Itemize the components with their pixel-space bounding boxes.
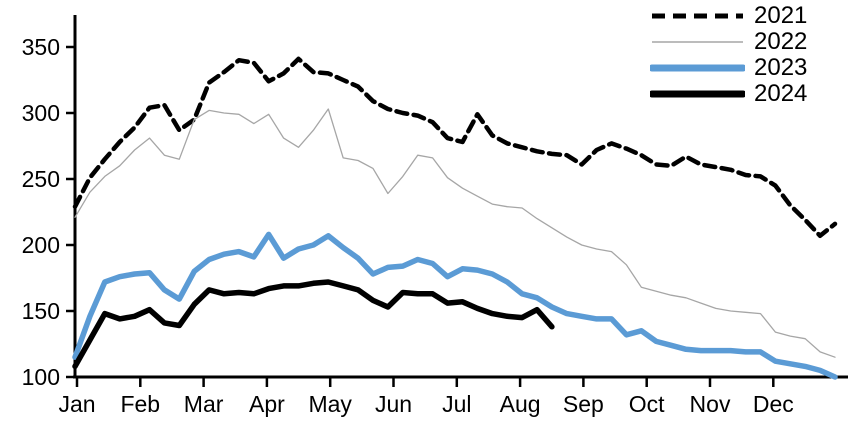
series-line-2022 bbox=[74, 108, 836, 358]
legend-line-sample-black bbox=[650, 90, 745, 98]
y-tick-label: 200 bbox=[22, 232, 60, 258]
x-tick-label: Oct bbox=[629, 391, 665, 417]
y-tick-label: 350 bbox=[22, 34, 60, 60]
y-tick-label: 250 bbox=[22, 166, 60, 192]
legend-entry-2024: 2024 bbox=[650, 81, 807, 107]
legend-label: 2021 bbox=[754, 2, 808, 29]
x-tick-label: Nov bbox=[690, 391, 731, 417]
x-tick-label: May bbox=[308, 391, 352, 417]
x-tick-label: Apr bbox=[249, 391, 285, 417]
series-line-2023 bbox=[72, 231, 838, 380]
legend-line-sample-dashed bbox=[652, 13, 743, 19]
legend-label: 2022 bbox=[754, 28, 808, 55]
x-tick-label: Aug bbox=[500, 391, 541, 417]
y-tick-label: 100 bbox=[22, 364, 60, 390]
series-line-2021 bbox=[72, 56, 838, 239]
x-tick-label: Sep bbox=[563, 391, 604, 417]
x-tick-label: Mar bbox=[184, 391, 224, 417]
y-tick-label: 150 bbox=[22, 298, 60, 324]
legend-entry-2022: 2022 bbox=[650, 29, 807, 55]
legend: 2021 2022 2023 2024 bbox=[650, 3, 807, 107]
x-tick-label: Jun bbox=[375, 391, 412, 417]
legend-entry-2021: 2021 bbox=[650, 3, 807, 29]
legend-line-sample-blue bbox=[650, 64, 745, 72]
x-tick-label: Dec bbox=[753, 391, 794, 417]
legend-label: 2023 bbox=[754, 54, 808, 81]
legend-entry-2023: 2023 bbox=[650, 55, 807, 81]
legend-line-sample-thin bbox=[652, 41, 743, 43]
legend-label: 2024 bbox=[754, 80, 808, 107]
x-tick-label: Jan bbox=[58, 391, 95, 417]
series-line-2024 bbox=[72, 279, 555, 370]
x-tick-label: Jul bbox=[442, 391, 471, 417]
y-tick-label: 300 bbox=[22, 100, 60, 126]
x-tick-label: Feb bbox=[120, 391, 160, 417]
